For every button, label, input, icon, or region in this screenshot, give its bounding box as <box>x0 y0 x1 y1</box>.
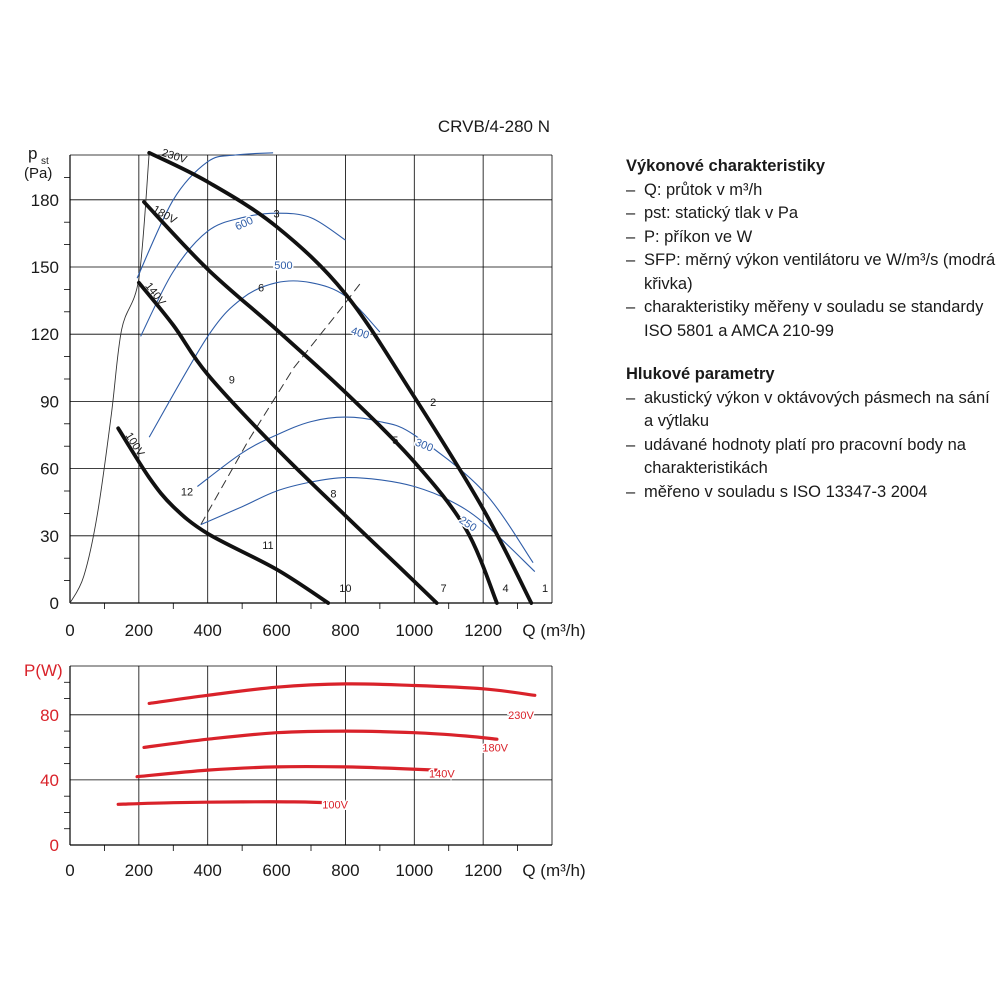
noise-item: akustický výkon v oktávových pásmech na … <box>626 387 998 434</box>
noise-list: akustický výkon v oktávových pásmech na … <box>626 387 998 505</box>
y-tick-label: 80 <box>40 706 59 725</box>
y-tick-label: 0 <box>50 594 59 613</box>
sfp-curve-250 <box>200 476 536 572</box>
performance-item: SFP: měrný výkon ventilátoru ve W/m³/s (… <box>626 249 998 296</box>
x-tick-label: 200 <box>125 861 153 880</box>
x-tick-label: 800 <box>331 621 359 640</box>
y-tick-label: 90 <box>40 392 59 411</box>
performance-item: pst: statický tlak v Pa <box>626 202 998 226</box>
x-tick-label: 1200 <box>464 861 502 880</box>
x-axis-label: Q (m³/h) <box>522 621 585 640</box>
x-tick-label: 0 <box>65 621 74 640</box>
operating-point-label: 8 <box>330 489 336 501</box>
x-tick-label: 400 <box>194 621 222 640</box>
fan-curve-140V <box>137 280 439 605</box>
operating-point-label: 4 <box>502 583 508 595</box>
performance-item: Q: průtok v m³/h <box>626 179 998 203</box>
operating-point-label: 11 <box>262 540 273 552</box>
y-tick-label: 60 <box>40 460 59 479</box>
fan-curve-100V <box>116 426 331 605</box>
performance-item: P: příkon ve W <box>626 226 998 250</box>
y-axis-label: p <box>28 144 37 163</box>
chart-title: CRVB/4-280 N <box>438 117 550 136</box>
y-tick-label: 120 <box>31 325 59 344</box>
x-tick-label: 1000 <box>395 861 433 880</box>
sfp-curve-300 <box>197 416 534 564</box>
power-curve-label: 180V <box>482 742 508 754</box>
x-axis-label: Q (m³/h) <box>522 861 585 880</box>
y-axis-label: P(W) <box>24 661 63 680</box>
fan-curve-230V <box>147 150 534 605</box>
x-tick-label: 600 <box>262 621 290 640</box>
pressure-chart: 0 200 400 600 800 1000 1200 0 30 60 90 120 150 180 Q (… <box>24 117 586 640</box>
operating-point-label: 1 <box>542 583 548 595</box>
left-envelope-line <box>69 152 150 604</box>
sfp-curve-label: 400 <box>350 325 371 342</box>
x-tick-label: 800 <box>331 861 359 880</box>
performance-heading: Výkonové charakteristiky <box>626 157 826 175</box>
sfp-curve-label: 500 <box>274 260 292 272</box>
power-curve-230V <box>147 682 537 705</box>
operating-point-label: 10 <box>339 583 351 595</box>
sfp-curve-500 <box>140 212 346 337</box>
power-curve-label: 100V <box>322 799 348 811</box>
power-curve-label: 230V <box>508 710 534 722</box>
y-tick-label: 150 <box>31 258 59 277</box>
x-tick-label: 1200 <box>464 621 502 640</box>
fan-curve-180V <box>142 200 499 605</box>
sfp-curve-label: 600 <box>233 215 255 234</box>
operating-point-label: 7 <box>440 583 446 595</box>
performance-item: charakteristiky měřeny v souladu se stan… <box>626 296 998 343</box>
x-tick-label: 1000 <box>395 621 433 640</box>
power-curve-100V <box>116 800 330 806</box>
power-chart: 0 200 400 600 800 1000 1200 0 40 80 Q (m³/h) P(W) 23… <box>24 661 586 880</box>
notes-panel: Výkonové charakteristiky Q: průtok v m³/… <box>626 155 998 504</box>
operating-point-label: 9 <box>229 374 235 386</box>
noise-item: udávané hodnoty platí pro pracovní body … <box>626 434 998 481</box>
operating-point-label: 2 <box>430 397 436 409</box>
x-tick-label: 600 <box>262 861 290 880</box>
sfp-curve-label: 300 <box>413 437 435 455</box>
power-curve-label: 140V <box>429 768 455 780</box>
operating-point-label: 5 <box>392 435 398 447</box>
x-tick-label: 200 <box>125 621 153 640</box>
sfp-curve-600 <box>136 152 274 279</box>
y-tick-label: 0 <box>50 836 59 855</box>
noise-heading: Hlukové parametry <box>626 365 775 383</box>
power-curve-180V <box>142 729 499 749</box>
x-tick-label: 400 <box>194 861 222 880</box>
noise-item: měřeno v souladu s ISO 13347-3 2004 <box>626 481 998 505</box>
operating-point-label: 12 <box>181 486 193 498</box>
y-axis-label-subscript: st <box>41 156 49 167</box>
y-tick-label: 30 <box>40 527 59 546</box>
y-axis-unit: (Pa) <box>24 165 52 182</box>
y-tick-label: 40 <box>40 771 59 790</box>
power-curve-140V <box>135 764 439 779</box>
y-tick-label: 180 <box>31 191 59 210</box>
operating-point-label: 3 <box>274 209 280 221</box>
system-resistance-line <box>200 280 363 525</box>
performance-list: Q: průtok v m³/h pst: statický tlak v Pa… <box>626 179 998 344</box>
operating-point-label: 6 <box>258 283 264 295</box>
x-tick-label: 0 <box>65 861 74 880</box>
